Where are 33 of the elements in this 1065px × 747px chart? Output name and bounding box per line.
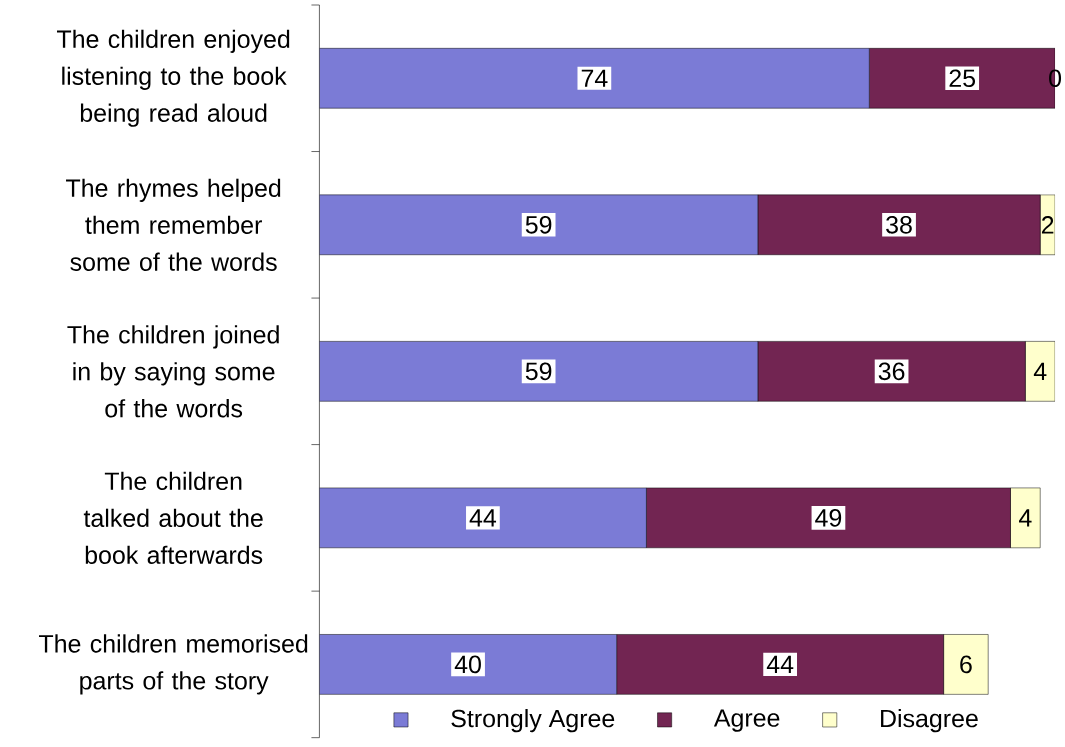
y-tick-label: The children joined in by saying some of the words bbox=[67, 325, 279, 418]
bar bbox=[319, 634, 617, 695]
bar bbox=[1010, 487, 1041, 549]
data-label: 36 bbox=[878, 362, 905, 381]
bar bbox=[757, 194, 1041, 256]
data-label: 59 bbox=[525, 216, 552, 234]
data-label: 49 bbox=[815, 509, 842, 527]
legend-label: Agree bbox=[713, 709, 780, 732]
bar bbox=[319, 341, 759, 402]
y-tick-label: The rhymes helped them remember some of the words bbox=[66, 178, 281, 272]
data-label: 4 bbox=[1018, 509, 1032, 527]
legend-label: Strongly Agree bbox=[451, 709, 615, 733]
bar bbox=[757, 341, 1026, 402]
data-label: 2 bbox=[1041, 216, 1054, 234]
data-label: 0 bbox=[1049, 69, 1062, 88]
data-label: 59 bbox=[525, 362, 552, 381]
data-label: 44 bbox=[766, 655, 794, 674]
bar bbox=[646, 487, 1011, 549]
bar bbox=[616, 634, 944, 695]
data-label: 25 bbox=[949, 69, 976, 88]
legend-label: Disagree bbox=[881, 709, 978, 733]
y-tick-label: The children memorised parts of the story bbox=[38, 634, 308, 695]
data-label: 38 bbox=[886, 216, 912, 234]
bar bbox=[319, 48, 870, 109]
data-label: 74 bbox=[581, 69, 608, 88]
y-tick-label: The children enjoyed listening to the book being read aloud bbox=[57, 29, 290, 128]
data-label: 40 bbox=[454, 655, 481, 674]
data-label: 6 bbox=[960, 655, 972, 674]
bar bbox=[319, 194, 759, 256]
data-label: 44 bbox=[469, 509, 497, 527]
data-label: 4 bbox=[1033, 362, 1047, 381]
y-tick-label: The children talked about the book afterwards bbox=[83, 471, 263, 565]
bar bbox=[319, 487, 647, 549]
